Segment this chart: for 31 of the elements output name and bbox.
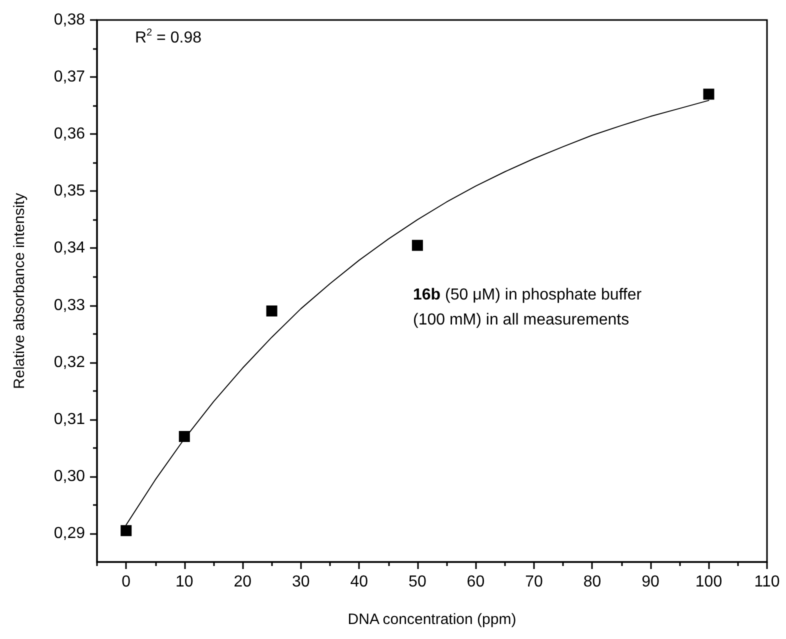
point: [178, 430, 190, 442]
x-tick-label: 80: [583, 574, 602, 590]
y-tick-label: 0,31: [54, 410, 86, 428]
point: [703, 88, 714, 100]
point: [120, 525, 132, 536]
x-tick-label: 70: [525, 574, 543, 590]
y-tick-label: 0,34: [54, 240, 86, 257]
y-tick-label: 0,29: [54, 524, 86, 542]
y-axis-title: Relative absorbance intensity: [11, 192, 28, 389]
y-tick-label: 0,36: [54, 126, 86, 143]
x-tick-label: 0: [122, 574, 131, 590]
y-tick-label: 0,38: [54, 12, 86, 28]
x-tick-label: 30: [292, 574, 310, 590]
y-tick-label: 0,35: [54, 182, 86, 200]
y-tick-label: 0,30: [54, 468, 86, 485]
x-tick-label: 50: [408, 574, 426, 590]
x-tick-label: 10: [175, 574, 194, 590]
point: [412, 240, 423, 251]
y-tick-label: 0,33: [54, 296, 86, 314]
x-tick-label: 20: [234, 574, 252, 590]
x-tick-label: 60: [466, 574, 485, 590]
x-tick-label: 110: [754, 574, 780, 590]
annotation: (100 mM) in all measurements: [413, 312, 630, 328]
x-tick-label: 100: [695, 574, 722, 590]
x-tick-label: 90: [642, 574, 660, 590]
y-tick-label: 0,32: [54, 354, 86, 371]
y-tick-label: 0,37: [54, 68, 86, 86]
x-axis-title: DNA concentration (ppm): [348, 611, 516, 628]
annotation: 16b (50 μM) in phosphate buffer: [413, 286, 642, 304]
x-tick-label: 40: [350, 574, 368, 590]
point: [266, 305, 278, 316]
